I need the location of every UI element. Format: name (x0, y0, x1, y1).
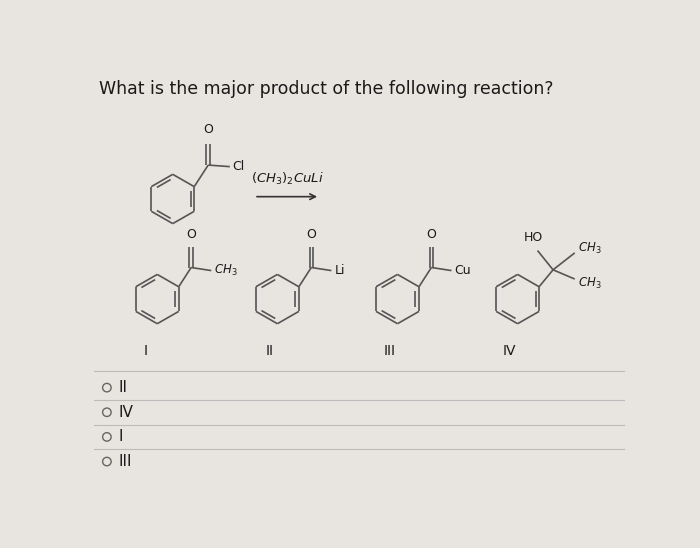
Text: Cl: Cl (232, 160, 244, 173)
Text: $CH_3$: $CH_3$ (578, 241, 601, 256)
Text: $CH_3$: $CH_3$ (578, 276, 601, 291)
Text: $CH_3$: $CH_3$ (214, 263, 238, 278)
Text: Li: Li (335, 264, 345, 277)
Text: Cu: Cu (454, 264, 471, 277)
Text: $(CH_3)_2CuLi$: $(CH_3)_2CuLi$ (251, 172, 323, 187)
Text: II: II (265, 345, 274, 358)
Text: III: III (118, 454, 132, 469)
Text: What is the major product of the following reaction?: What is the major product of the followi… (99, 79, 554, 98)
Text: O: O (426, 227, 436, 241)
Text: IV: IV (118, 405, 134, 420)
Text: I: I (144, 345, 148, 358)
Text: O: O (307, 227, 316, 241)
Text: O: O (203, 123, 213, 136)
Text: I: I (118, 430, 123, 444)
Text: II: II (118, 380, 127, 395)
Text: III: III (384, 345, 395, 358)
Text: HO: HO (524, 231, 542, 244)
Text: O: O (186, 227, 196, 241)
Text: IV: IV (503, 345, 517, 358)
